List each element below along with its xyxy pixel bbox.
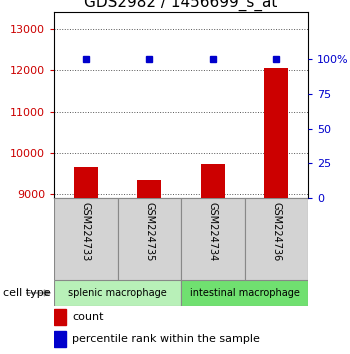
Bar [54,198,118,280]
Bar [118,198,181,280]
Bar [137,179,161,198]
Bar [181,280,308,306]
Text: GSM224734: GSM224734 [208,202,218,262]
Text: percentile rank within the sample: percentile rank within the sample [72,335,260,344]
Bar [54,309,66,325]
Text: count: count [72,312,104,322]
Text: GSM224736: GSM224736 [271,202,281,262]
Bar [54,280,181,306]
Title: GDS2982 / 1456699_s_at: GDS2982 / 1456699_s_at [84,0,278,11]
Text: cell type: cell type [3,288,51,298]
Bar [54,331,66,347]
Bar [74,167,98,198]
Text: GSM224733: GSM224733 [81,202,91,262]
Bar [181,198,245,280]
Text: intestinal macrophage: intestinal macrophage [190,288,300,298]
Text: splenic macrophage: splenic macrophage [68,288,167,298]
Bar [264,68,288,198]
Bar [245,198,308,280]
Bar [201,164,225,198]
Text: GSM224735: GSM224735 [145,202,154,262]
